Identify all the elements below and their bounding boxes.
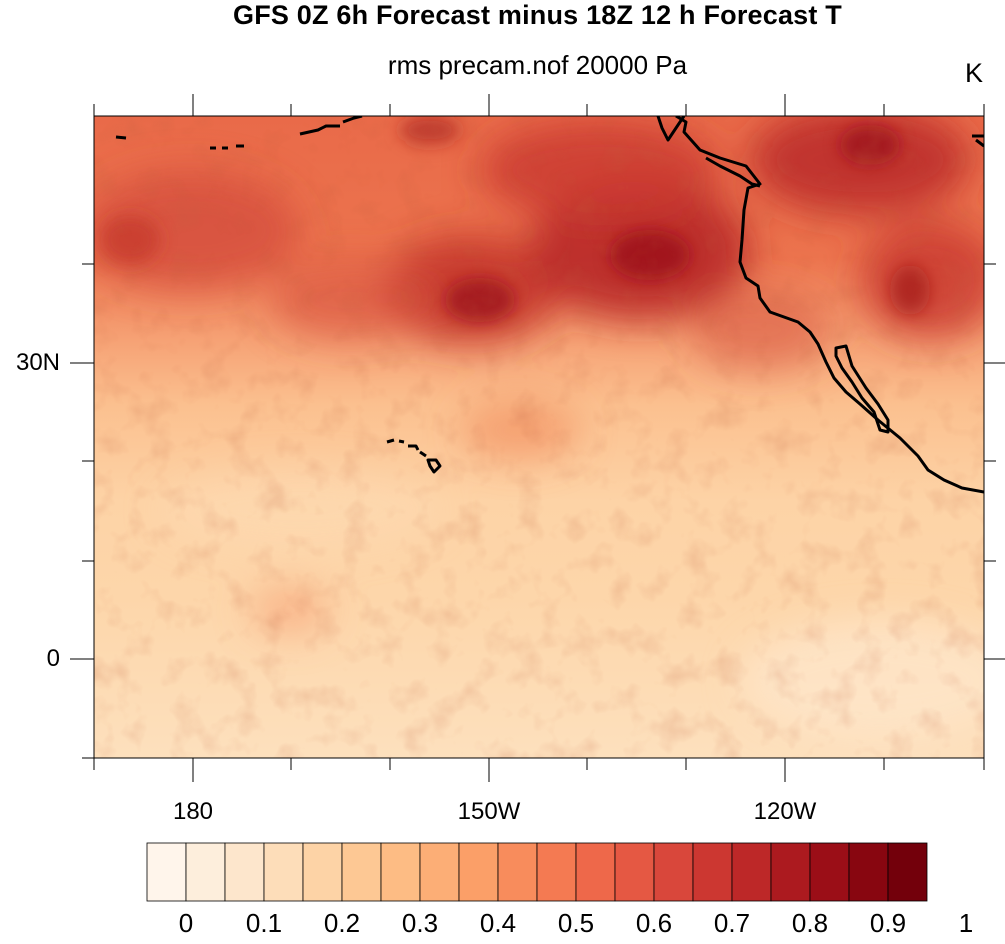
colorbar-swatch	[770, 842, 811, 902]
field-texture	[94, 116, 984, 758]
colorbar-swatch	[848, 842, 889, 902]
colorbar-swatch	[263, 842, 304, 902]
puget-sound-outline	[705, 156, 761, 188]
map-subtitle: rms precam.nof 20000 Pa	[387, 50, 688, 80]
colorbar-swatch	[380, 842, 421, 902]
colorbar-label: 0.2	[323, 908, 361, 938]
hawaii-2	[398, 439, 405, 444]
map-title: GFS 0Z 6h Forecast minus 18Z 12 h Foreca…	[233, 0, 842, 30]
colorbar-label: 1	[958, 908, 974, 938]
island-5	[972, 134, 984, 148]
y-tick-label-30n: 30N	[15, 349, 60, 376]
hawaii-3	[408, 444, 420, 451]
baja-california-outline	[834, 344, 890, 434]
hawaii-1	[386, 438, 395, 444]
colorbar-swatch	[185, 842, 226, 902]
colorbar-swatch	[653, 842, 694, 902]
colorbar-swatch	[458, 842, 499, 902]
hawaii-5	[426, 458, 442, 474]
colorbar-swatch	[419, 842, 460, 902]
colorbar-label: 0.7	[713, 908, 751, 938]
colorbar-label: 0.4	[479, 908, 517, 938]
colorbar-label: 0	[178, 908, 194, 938]
island-2	[342, 116, 363, 124]
hawaii-4	[419, 450, 427, 458]
colorbar-swatch	[731, 842, 772, 902]
colorbar-swatch	[302, 842, 343, 902]
x-tick-label-150w: 150W	[457, 798, 521, 825]
units-label: K	[964, 58, 983, 88]
colorbar-swatch	[809, 842, 850, 902]
colorbar-swatch	[887, 842, 928, 902]
colorbar-label: 0.3	[401, 908, 439, 938]
colorbar-label: 0.1	[245, 908, 283, 938]
colorbar	[146, 842, 928, 902]
north-america-coastline	[656, 116, 984, 494]
colorbar-swatch	[536, 842, 577, 902]
colorbar-swatch	[146, 842, 187, 902]
colorbar-swatch	[575, 842, 616, 902]
island-1	[299, 124, 340, 136]
colorbar-label: 0.8	[791, 908, 829, 938]
field-layer	[94, 116, 984, 758]
island-3	[115, 135, 127, 140]
colorbar-swatch	[614, 842, 655, 902]
plot-frame	[93, 115, 985, 759]
x-tick-label-180: 180	[172, 798, 214, 825]
y-tick-label-0: 0	[46, 645, 60, 672]
colorbar-swatch	[497, 842, 538, 902]
colorbar-label: 0.9	[869, 908, 907, 938]
colorbar-swatch	[224, 842, 265, 902]
island-4	[210, 144, 244, 150]
coastlines	[115, 116, 984, 494]
colorbar-label: 0.5	[557, 908, 595, 938]
colorbar-swatch	[341, 842, 382, 902]
colorbar-label: 0.6	[635, 908, 673, 938]
x-tick-label-120w: 120W	[753, 798, 817, 825]
colorbar-swatch	[692, 842, 733, 902]
axis-ticks	[70, 94, 1005, 782]
